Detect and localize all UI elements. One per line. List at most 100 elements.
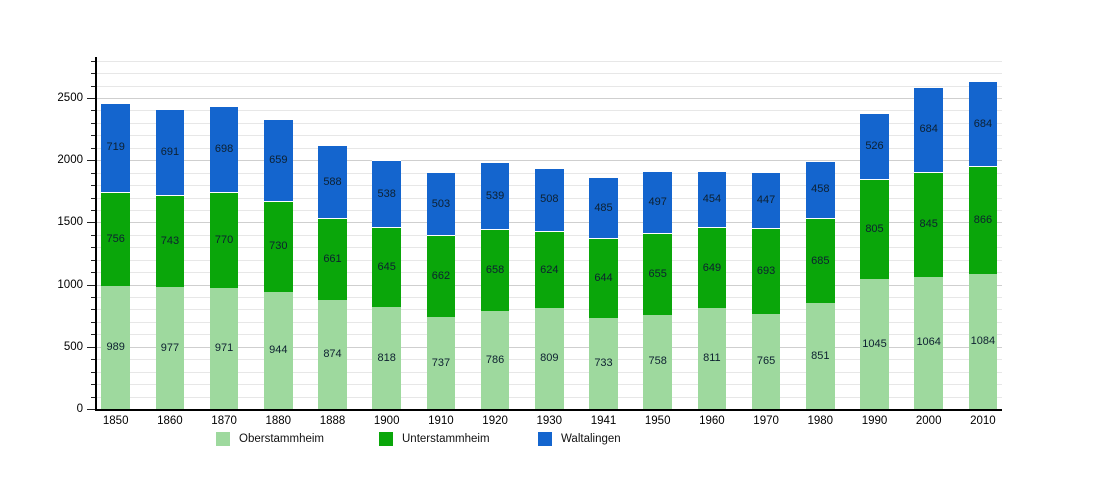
segment-value-label: 730 [269,240,288,253]
bar-segment-oberstammheim-2000: 1064 [914,276,943,409]
bar-segment-waltalingen-1880: 659 [264,118,293,201]
bar-segment-unterstammheim-1870: 770 [209,192,239,289]
segment-value-label: 661 [323,253,342,266]
segment-value-label: 851 [811,349,830,362]
segment-value-label: 588 [323,175,342,188]
y-minor-tick [91,259,95,261]
segment-value-label: 733 [594,356,613,369]
y-minor-tick [91,384,95,386]
segment-value-label: 497 [648,196,667,209]
segment-value-label: 866 [973,214,993,227]
x-axis-tick-label: 1910 [428,415,454,427]
segment-value-label: 693 [756,264,776,277]
bar-segment-oberstammheim-1900: 818 [372,307,401,409]
x-axis-line [95,409,1002,411]
x-axis-tick-label: 1960 [699,415,725,427]
bar-segment-unterstammheim-1860: 743 [155,195,185,288]
segment-value-label: 971 [214,342,234,355]
y-axis-tick-label: 0 [76,403,83,415]
bar-segment-unterstammheim-1900: 645 [372,227,401,308]
y-major-tick [87,346,95,348]
segment-value-label: 684 [919,123,938,136]
x-axis-tick-label: 1900 [373,415,400,427]
bar-segment-oberstammheim-1990: 1045 [860,279,889,409]
y-major-tick [87,284,95,286]
x-axis-tick-label: 1920 [482,415,508,427]
segment-value-label: 989 [106,341,125,353]
y-minor-tick [91,309,95,311]
bar-segment-unterstammheim-1920: 658 [480,229,510,312]
minor-gridline [97,73,1002,75]
segment-value-label: 447 [756,193,776,206]
segment-value-label: 658 [485,264,505,277]
bar-segment-waltalingen-1960: 454 [697,170,727,228]
x-axis-tick-label: 1980 [807,415,834,427]
x-axis-tick-label: 1880 [265,415,292,427]
segment-value-label: 944 [269,343,288,356]
x-axis-tick-label: 1950 [644,415,671,427]
segment-value-label: 503 [431,197,451,210]
bar-segment-waltalingen-1888: 588 [318,144,347,219]
segment-value-label: 818 [377,351,396,364]
bar-segment-oberstammheim-1920: 786 [480,311,510,409]
y-axis-tick-label: 1500 [57,216,83,229]
y-minor-tick [91,209,95,211]
y-minor-tick [91,234,95,236]
bar-segment-waltalingen-1850: 719 [101,102,130,192]
bar-segment-waltalingen-2010: 684 [968,81,998,167]
segment-value-label: 655 [648,267,667,280]
bar-segment-waltalingen-1860: 691 [155,109,185,196]
bar-segment-oberstammheim-1950: 758 [643,314,672,409]
y-minor-tick [91,371,95,373]
segment-value-label: 508 [540,193,559,206]
x-axis-tick-label: 1870 [211,415,237,427]
segment-value-label: 756 [106,232,125,245]
segment-value-label: 454 [702,193,722,206]
legend-swatch [538,432,552,446]
segment-value-label: 485 [594,201,613,214]
bar-segment-unterstammheim-2000: 845 [914,171,943,277]
bar-segment-oberstammheim-1970: 765 [751,313,781,409]
segment-value-label: 691 [160,146,180,159]
y-axis-tick-label: 1000 [57,278,83,291]
segment-value-label: 737 [431,356,451,369]
bar-segment-oberstammheim-1910: 737 [426,317,456,409]
bar-segment-oberstammheim-1850: 989 [101,286,130,409]
y-minor-tick [91,321,95,323]
x-axis-tick-label: 1850 [102,415,129,427]
y-minor-tick [91,396,95,398]
y-axis-tick-label: 500 [63,340,83,353]
bar-segment-oberstammheim-1960: 811 [697,308,727,409]
bar-segment-unterstammheim-1980: 685 [806,217,835,304]
segment-value-label: 644 [594,271,613,284]
legend-item-waltalingen: Waltalingen [538,432,621,446]
y-minor-tick [91,122,95,124]
bar-segment-unterstammheim-1888: 661 [318,218,347,301]
segment-value-label: 809 [540,352,559,365]
bar-segment-oberstammheim-1888: 874 [318,300,347,409]
y-axis-tick-label: 2000 [57,154,83,167]
y-axis-line [95,57,97,411]
bar-segment-waltalingen-1970: 447 [751,172,781,228]
minor-gridline [97,135,1002,137]
y-minor-tick [91,297,95,299]
segment-value-label: 458 [811,183,830,196]
segment-value-label: 874 [323,348,342,361]
minor-gridline [97,122,1002,124]
segment-value-label: 811 [703,352,721,365]
plot-area: 989 756 719 977 743 691 971 770 698 944 730 659 874 6… [97,57,1002,409]
legend-swatch [379,432,393,446]
bar-segment-waltalingen-1930: 508 [535,167,564,231]
segment-value-label: 719 [106,141,125,154]
segment-value-label: 698 [214,143,234,156]
bar-segment-oberstammheim-1930: 809 [535,308,564,409]
bar-segment-waltalingen-1910: 503 [426,172,456,235]
x-axis-tick-label: 2010 [970,415,996,427]
x-axis-tick-label: 1860 [157,415,183,427]
y-minor-tick [91,172,95,174]
bar-segment-unterstammheim-1990: 805 [860,178,889,280]
y-major-tick [87,409,95,410]
legend-label: Waltalingen [561,433,621,445]
segment-value-label: 659 [269,153,288,166]
